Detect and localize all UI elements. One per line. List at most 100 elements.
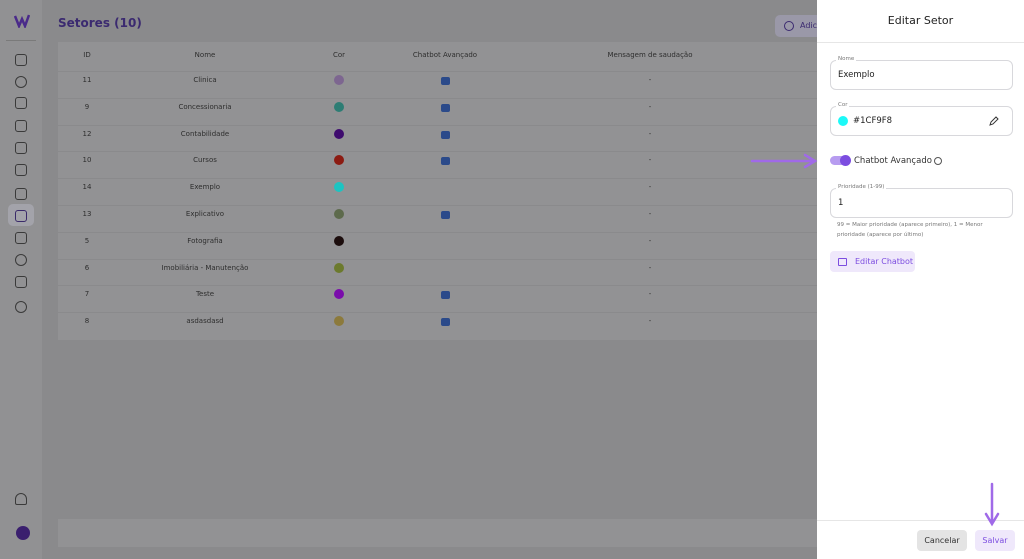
field-value: Exemplo: [838, 70, 875, 80]
column-header: Chatbot Avançado: [412, 51, 478, 59]
chatbot-icon: [441, 77, 450, 85]
notification-icon[interactable]: [15, 493, 27, 505]
cell-name: Explicativo: [185, 210, 225, 218]
color-dot: [334, 75, 344, 85]
row-divider: [58, 258, 817, 260]
cell-id: 8: [84, 317, 90, 326]
color-dot: [334, 155, 344, 166]
divider: [817, 520, 1024, 521]
row-divider: [58, 285, 817, 287]
row-divider: [58, 312, 817, 314]
field-value: 1: [838, 198, 844, 208]
button-label: Editar Chatbot: [855, 257, 914, 266]
add-button-label: Adici: [800, 21, 820, 30]
color-dot: [334, 289, 344, 300]
cell-name: Contabilidade: [180, 129, 230, 138]
toggle-label: Chatbot Avançado: [854, 156, 932, 166]
cell-name: Exemplo: [189, 183, 221, 192]
cell-name: Clinica: [193, 76, 217, 84]
cell-id: 11: [82, 76, 92, 84]
color-swatch: [838, 116, 848, 126]
cell-greeting: -: [648, 317, 652, 326]
nav-icon[interactable]: [15, 120, 27, 132]
edit-icon[interactable]: [988, 115, 1000, 127]
cell-name: Teste: [195, 290, 215, 299]
nav-icon[interactable]: [15, 188, 27, 200]
nav-icon[interactable]: [15, 142, 27, 154]
name-input[interactable]: Nome Exemplo: [830, 56, 1013, 90]
help-text: 99 = Maior prioridade (aparece primeiro)…: [837, 222, 983, 238]
row-divider: [58, 231, 817, 233]
cell-name: Concessionaria: [178, 102, 232, 111]
nav-icon[interactable]: [15, 232, 27, 244]
priority-input[interactable]: Prioridade (1-99) 1: [830, 184, 1013, 218]
drawer: Editar Setor Nome Exemplo Cor #1CF9F8 Ch…: [817, 0, 1024, 559]
cell-id: 10: [82, 156, 92, 165]
nav-icon[interactable]: [15, 210, 27, 222]
nav-icon[interactable]: [15, 254, 27, 266]
cell-id: 6: [84, 263, 90, 272]
info-icon[interactable]: [934, 157, 942, 165]
toggle[interactable]: [830, 155, 851, 166]
row-divider: [58, 97, 817, 99]
color-dot: [334, 316, 344, 327]
nav-icon[interactable]: [15, 276, 27, 288]
row-divider: [58, 205, 817, 206]
sidebar: [0, 0, 42, 559]
chatbot-icon: [441, 291, 450, 300]
nav-icon[interactable]: [15, 54, 27, 66]
color-dot: [334, 101, 344, 112]
cell-greeting: -: [648, 129, 652, 138]
row-divider: [58, 71, 817, 72]
footer-bar: [58, 519, 817, 547]
cell-name: Imobiliária - Manutenção: [161, 263, 249, 272]
field-label: Prioridade (1-99): [836, 184, 887, 190]
cell-greeting: -: [648, 183, 652, 192]
cell-id: 5: [84, 236, 90, 245]
row-divider: [58, 178, 817, 180]
save-button[interactable]: Salvar: [975, 530, 1015, 551]
cell-greeting: -: [648, 290, 652, 299]
nav-icon[interactable]: [15, 164, 27, 176]
color-input[interactable]: Cor #1CF9F8: [830, 102, 1013, 136]
chatbot-icon: [441, 130, 450, 139]
column-header: Cor: [332, 51, 346, 59]
chatbot-icon: [441, 157, 450, 166]
nav-icon[interactable]: [15, 301, 27, 313]
divider: [6, 40, 36, 41]
cell-id: 7: [84, 290, 90, 299]
edit-chatbot-button[interactable]: Editar Chatbot: [830, 251, 915, 272]
nav-icon[interactable]: [15, 97, 27, 109]
cell-greeting: -: [648, 76, 652, 84]
row-divider: [58, 124, 817, 126]
nav-icon[interactable]: [15, 76, 27, 88]
chatbot-icon: [441, 211, 450, 219]
cell-id: 14: [82, 183, 92, 192]
color-dot: [334, 128, 344, 139]
divider: [817, 42, 1024, 43]
row-divider: [58, 151, 817, 153]
cell-greeting: -: [648, 236, 652, 245]
cell-greeting: -: [648, 210, 652, 218]
color-dot: [334, 209, 344, 219]
cancel-button[interactable]: Cancelar: [917, 530, 967, 551]
nav-active[interactable]: [8, 204, 34, 226]
cell-id: 13: [82, 210, 92, 218]
table: ID Nome Cor Chatbot Avançado Mensagem de sau…: [58, 42, 817, 340]
avatar[interactable]: [16, 526, 30, 540]
cell-greeting: -: [648, 156, 652, 165]
cell-greeting: -: [648, 263, 652, 272]
field-label: Nome: [836, 56, 857, 62]
page-title: Setores (10): [58, 16, 142, 30]
color-dot: [334, 262, 344, 273]
cell-name: Cursos: [193, 156, 217, 165]
color-dot: [334, 235, 344, 246]
color-dot: [334, 182, 344, 193]
column-header: ID: [83, 51, 91, 59]
cell-name: Fotografia: [187, 236, 223, 245]
chatbot-icon: [441, 103, 450, 112]
field-label: Cor: [836, 102, 850, 108]
column-header: Mensagem de saudação: [607, 51, 693, 59]
chatbot-icon: [441, 318, 450, 327]
